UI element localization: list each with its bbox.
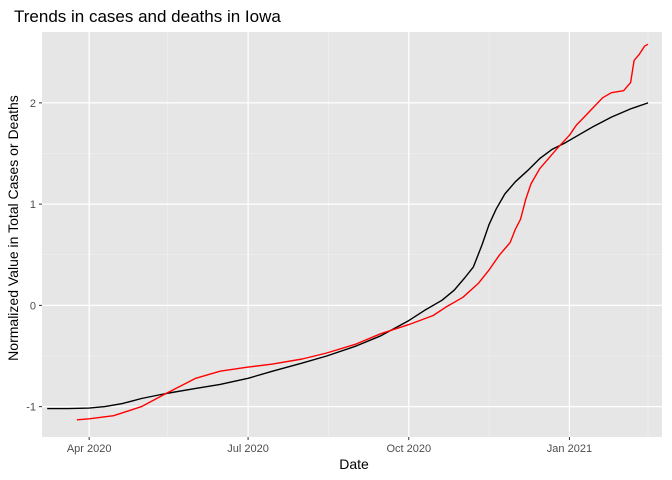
y-tick-label: 2 <box>30 98 36 110</box>
x-axis-title: Date <box>339 456 369 472</box>
x-tick-label: Apr 2020 <box>67 443 112 455</box>
plot-panel <box>42 32 662 437</box>
major-gridlines <box>42 32 662 437</box>
y-axis-ticks: -1 0 1 2 <box>26 98 42 414</box>
x-axis-ticks: Apr 2020 Jul 2020 Oct 2020 Jan 2021 <box>67 437 592 455</box>
series-lines <box>47 43 649 421</box>
x-tick-label: Oct 2020 <box>386 443 431 455</box>
x-tick-label: Jul 2020 <box>227 443 269 455</box>
series-line-2 <box>76 43 649 421</box>
y-tick-label: 0 <box>30 300 36 312</box>
series-line-1 <box>47 102 649 410</box>
y-axis-title: Normalized Value in Total Cases or Death… <box>5 95 21 361</box>
y-tick-label: -1 <box>26 402 36 414</box>
x-tick-label: Jan 2021 <box>547 443 592 455</box>
minor-gridlines <box>42 32 662 437</box>
y-tick-label: 1 <box>30 199 36 211</box>
chart-title: Trends in cases and deaths in Iowa <box>14 7 281 26</box>
